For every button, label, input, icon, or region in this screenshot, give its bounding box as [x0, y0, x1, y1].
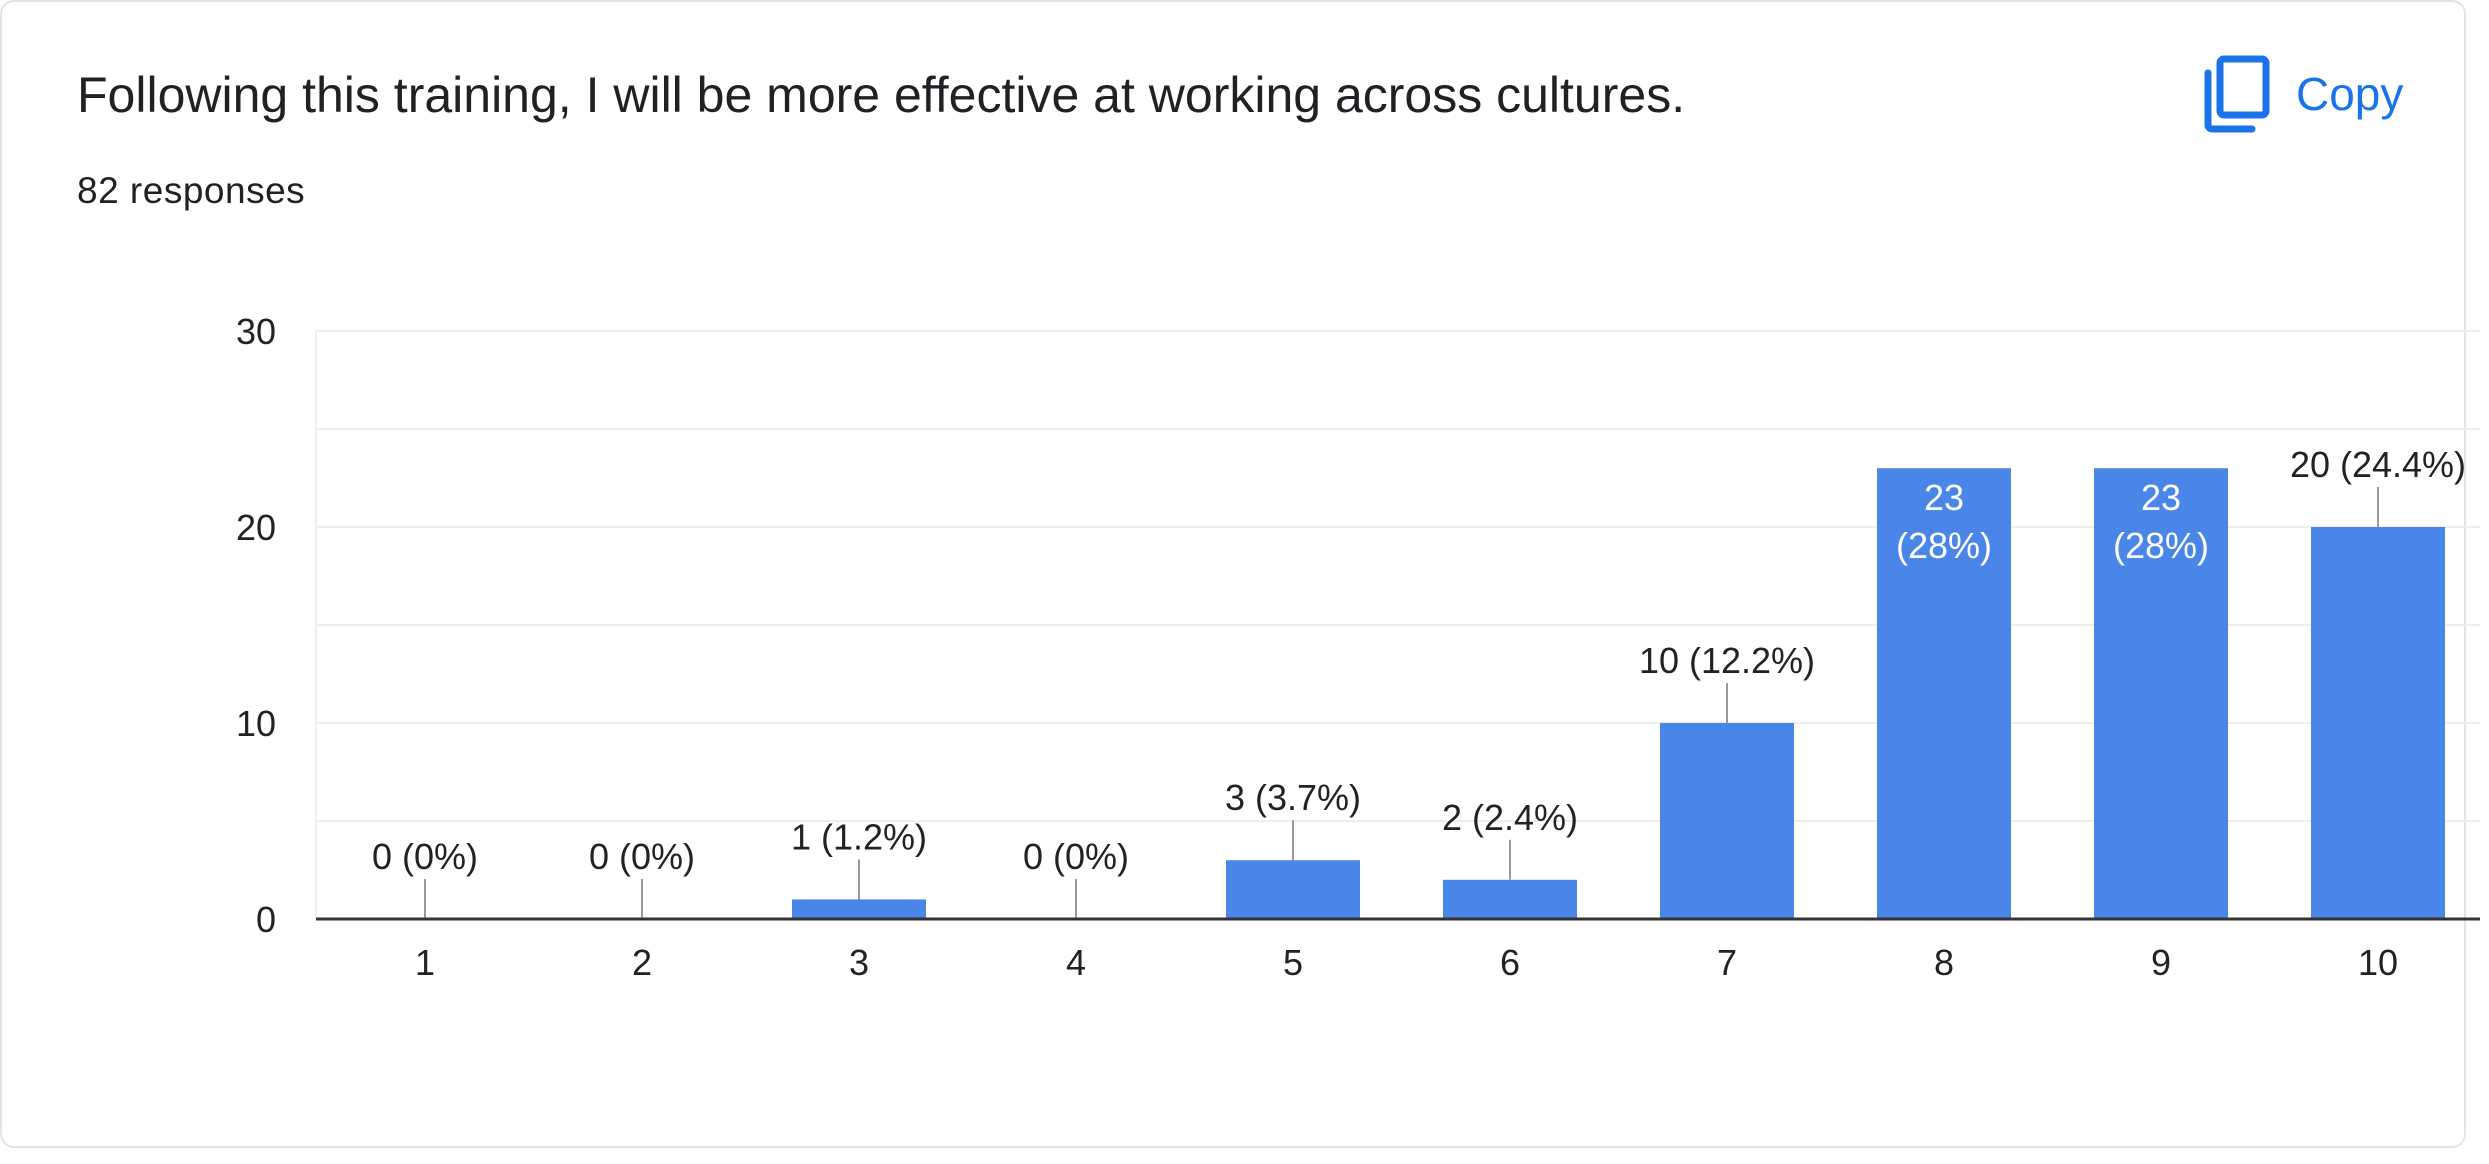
- x-tick-label: 7: [1717, 942, 1737, 983]
- data-label: 1 (1.2%): [791, 816, 927, 857]
- bar: [1443, 879, 1577, 919]
- bar: [2094, 468, 2228, 919]
- bar: [792, 899, 926, 919]
- question-card: Following this training, I will be more …: [0, 0, 2466, 1148]
- bar: [2311, 527, 2445, 919]
- response-count: 82 responses: [77, 170, 306, 211]
- data-label: 23 (28%): [2113, 477, 2209, 566]
- x-tick-label: 3: [849, 942, 869, 983]
- question-title: Following this training, I will be more …: [77, 67, 1686, 123]
- copy-button[interactable]: Copy: [2202, 54, 2403, 134]
- copy-icon: [2202, 55, 2272, 133]
- x-tick-label: 8: [1934, 942, 1954, 983]
- data-label: 23 (28%): [1896, 477, 1992, 566]
- x-tick-label: 1: [415, 942, 435, 983]
- data-label: 3 (3.7%): [1225, 777, 1361, 818]
- x-tick-label: 10: [2358, 942, 2398, 983]
- data-label: 0 (0%): [589, 836, 695, 877]
- x-tick-label: 2: [632, 942, 652, 983]
- copy-label: Copy: [2296, 68, 2404, 120]
- x-tick-label: 6: [1500, 942, 1520, 983]
- y-tick-label: 30: [236, 311, 276, 352]
- bar: [1226, 860, 1360, 919]
- x-tick-label: 5: [1283, 942, 1303, 983]
- data-label: 0 (0%): [1023, 836, 1129, 877]
- data-label: 2 (2.4%): [1442, 797, 1578, 838]
- y-tick-label: 20: [236, 507, 276, 548]
- data-label: 0 (0%): [372, 836, 478, 877]
- x-tick-label: 9: [2151, 942, 2171, 983]
- y-tick-label: 0: [256, 899, 276, 940]
- y-tick-label: 10: [236, 703, 276, 744]
- data-label: 20 (24.4%): [2290, 444, 2466, 485]
- bar: [1877, 468, 2011, 919]
- x-tick-label: 4: [1066, 942, 1086, 983]
- data-label: 10 (12.2%): [1639, 640, 1815, 681]
- bar: [1660, 723, 1794, 919]
